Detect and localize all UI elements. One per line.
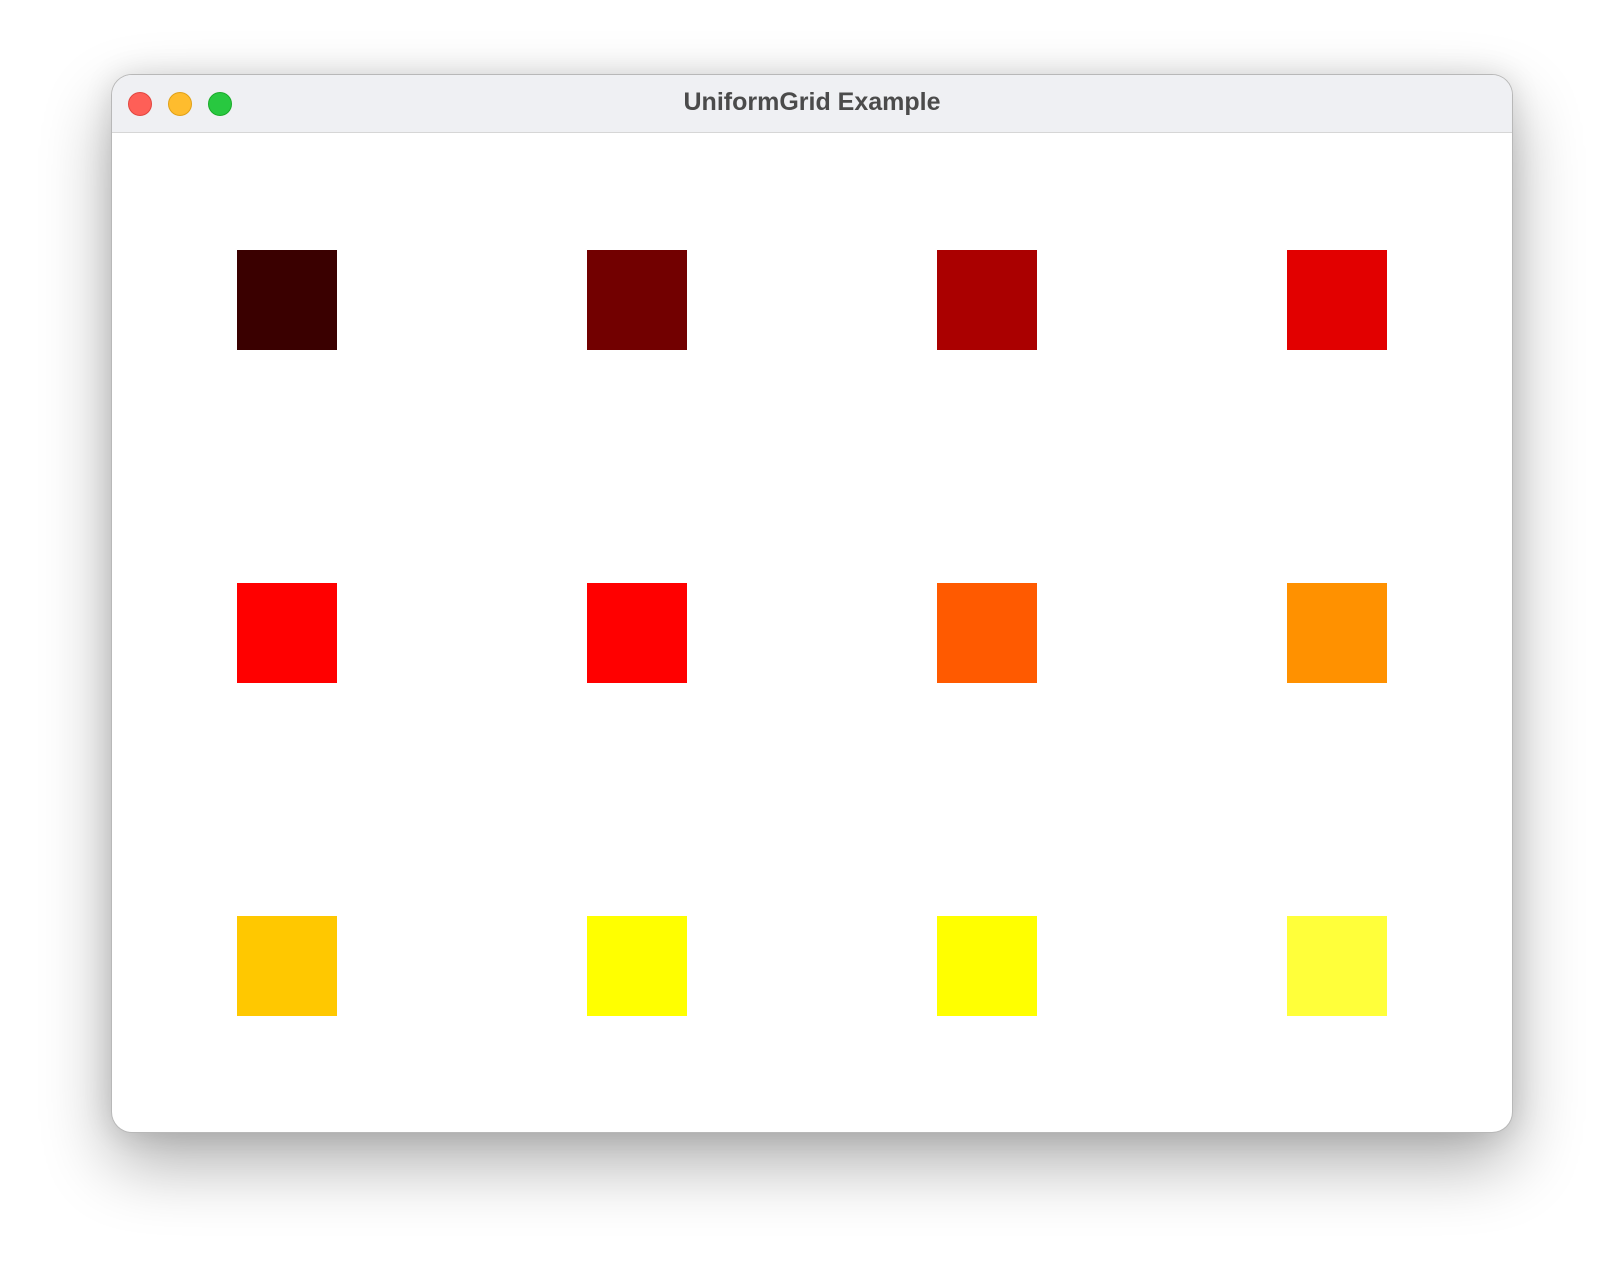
- color-square: [937, 582, 1037, 683]
- minimize-button[interactable]: [168, 92, 192, 116]
- uniform-grid: [112, 133, 1512, 1132]
- grid-cell: [1162, 133, 1512, 466]
- grid-cell: [462, 466, 812, 799]
- color-square: [1287, 915, 1387, 1016]
- title-bar[interactable]: UniformGrid Example: [112, 75, 1512, 133]
- app-window: UniformGrid Example: [112, 75, 1512, 1132]
- close-button[interactable]: [128, 92, 152, 116]
- color-square: [587, 582, 687, 683]
- window-title: UniformGrid Example: [683, 88, 941, 116]
- color-square: [237, 582, 337, 683]
- color-square: [1287, 249, 1387, 350]
- grid-cell: [112, 466, 462, 799]
- color-square: [237, 915, 337, 1016]
- color-square: [1287, 582, 1387, 683]
- grid-cell: [812, 466, 1162, 799]
- color-square: [937, 915, 1037, 1016]
- grid-cell: [462, 133, 812, 466]
- color-square: [937, 249, 1037, 350]
- grid-cell: [112, 799, 462, 1132]
- zoom-button[interactable]: [208, 92, 232, 116]
- grid-cell: [1162, 799, 1512, 1132]
- grid-cell: [812, 799, 1162, 1132]
- color-square: [237, 249, 337, 350]
- color-square: [587, 249, 687, 350]
- color-square: [587, 915, 687, 1016]
- grid-cell: [812, 133, 1162, 466]
- grid-cell: [462, 799, 812, 1132]
- grid-cell: [112, 133, 462, 466]
- grid-cell: [1162, 466, 1512, 799]
